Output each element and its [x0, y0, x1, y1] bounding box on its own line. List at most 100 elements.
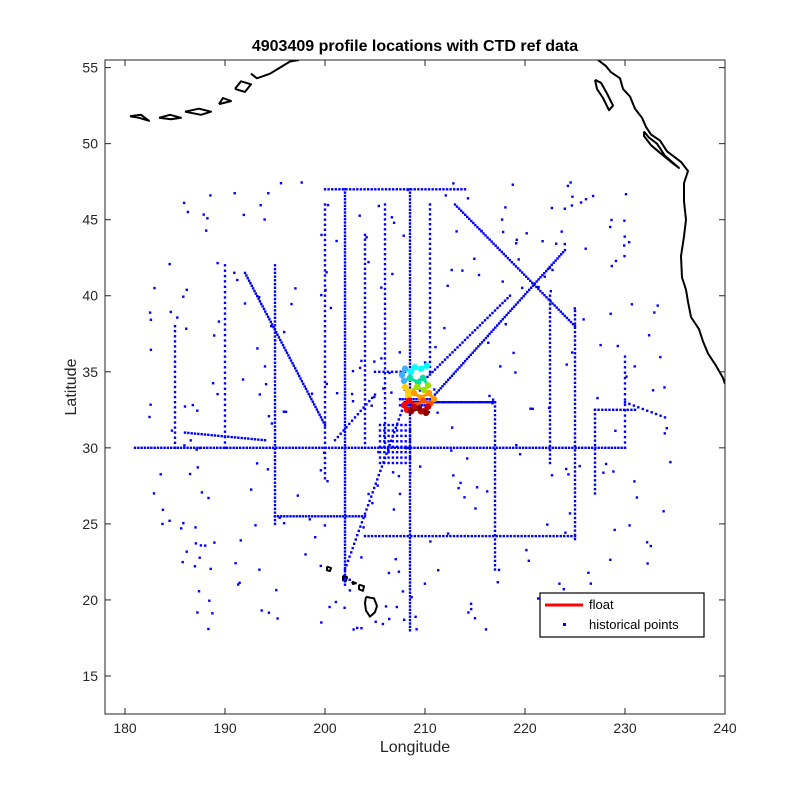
y-tick-label: 20 [82, 592, 98, 608]
historical-point [450, 268, 453, 272]
historical-point [548, 324, 552, 327]
historical-point [343, 503, 347, 507]
historical-point [455, 205, 459, 208]
historical-point [307, 392, 310, 396]
historical-point [433, 446, 436, 449]
historical-point [323, 436, 327, 439]
historical-point [443, 358, 447, 361]
historical-point [516, 534, 520, 538]
historical-point [539, 276, 542, 279]
historical-point [548, 294, 552, 297]
historical-point [302, 382, 305, 385]
historical-point [363, 374, 367, 377]
historical-point [343, 483, 347, 487]
historical-point [450, 401, 453, 404]
historical-point [343, 317, 347, 321]
historical-point [408, 564, 412, 567]
historical-point [444, 194, 447, 197]
y-tick-label: 50 [82, 136, 98, 152]
historical-point [498, 304, 502, 307]
historical-point [383, 372, 387, 375]
historical-point [408, 253, 412, 256]
historical-point [343, 301, 347, 304]
historical-point [470, 401, 474, 404]
historical-point [384, 188, 388, 191]
historical-point [480, 341, 484, 344]
historical-point [283, 330, 286, 334]
historical-point [615, 408, 618, 411]
historical-point [408, 215, 412, 218]
historical-point [357, 529, 360, 533]
historical-point [273, 282, 277, 286]
historical-point [195, 448, 198, 451]
historical-point [546, 523, 549, 526]
historical-point [320, 515, 323, 518]
historical-point [573, 364, 577, 368]
float-profile-point [411, 364, 419, 371]
historical-point [380, 465, 384, 468]
historical-point [408, 304, 412, 307]
float-profile-point [400, 402, 408, 409]
historical-point [381, 534, 384, 538]
historical-point [438, 188, 442, 191]
historical-point [323, 477, 327, 480]
historical-point [376, 478, 379, 481]
historical-point [597, 446, 600, 449]
historical-point [446, 446, 449, 449]
historical-point [408, 287, 412, 290]
historical-point [612, 470, 615, 473]
historical-point [409, 472, 412, 475]
historical-point [273, 271, 277, 274]
historical-point [560, 253, 563, 256]
historical-point [140, 446, 143, 449]
historical-point [613, 446, 617, 449]
historical-point [548, 346, 552, 349]
historical-point [395, 451, 399, 454]
historical-point [384, 605, 388, 608]
historical-point [408, 294, 412, 297]
historical-point [273, 267, 277, 271]
historical-point [573, 474, 577, 477]
historical-point [223, 414, 227, 417]
historical-point [284, 349, 287, 352]
historical-point [484, 628, 488, 631]
historical-point [426, 398, 429, 401]
historical-point [547, 298, 550, 301]
historical-point [624, 193, 628, 196]
historical-point [383, 228, 387, 231]
historical-point [273, 297, 277, 301]
historical-point [213, 541, 216, 544]
historical-point [388, 617, 391, 621]
historical-point [343, 324, 347, 327]
float-profile-point [430, 395, 438, 403]
historical-point [281, 343, 285, 347]
historical-point [391, 456, 395, 459]
historical-point [323, 426, 327, 429]
historical-point [161, 508, 165, 511]
historical-point [395, 461, 399, 465]
historical-point [223, 328, 227, 331]
historical-point [383, 297, 387, 300]
historical-point [382, 387, 385, 390]
historical-point [343, 397, 347, 400]
historical-point [173, 345, 177, 348]
historical-point [387, 456, 390, 459]
historical-point [512, 446, 515, 449]
historical-point [373, 370, 377, 373]
historical-point [633, 365, 636, 368]
historical-point [278, 446, 281, 449]
historical-point [450, 449, 453, 452]
historical-point [573, 516, 577, 520]
historical-point [383, 262, 387, 266]
historical-point [331, 446, 334, 449]
historical-point [343, 277, 347, 281]
historical-point [343, 500, 347, 503]
historical-point [423, 582, 427, 585]
historical-point [323, 213, 327, 216]
historical-point [428, 252, 432, 255]
historical-point [548, 354, 552, 357]
historical-point [273, 279, 277, 282]
historical-point [404, 440, 407, 443]
historical-point [573, 487, 577, 490]
historical-point [182, 295, 185, 298]
